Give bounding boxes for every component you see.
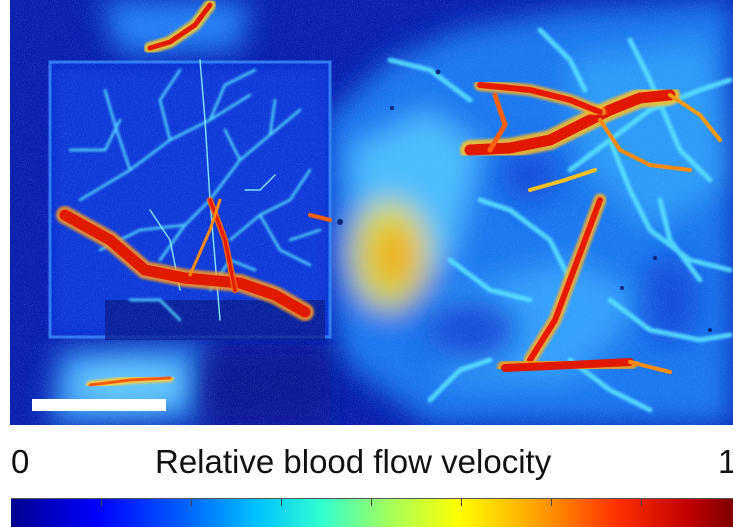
colorbar-min-label: 0 [11, 443, 30, 480]
colorbar-tick [641, 499, 642, 506]
colorbar-tick [281, 499, 282, 506]
colorbar-tick [461, 499, 462, 506]
colorbar-title: Relative blood flow velocity [155, 443, 552, 480]
colorbar-max-label: 1 [718, 443, 733, 480]
colorbar-tick [551, 499, 552, 506]
scale-bar [32, 399, 166, 411]
colorbar-tick [191, 499, 192, 506]
colorbar [11, 498, 733, 527]
colorbar-tick [101, 499, 102, 506]
colorbar-tick [371, 499, 372, 506]
blood-flow-velocity-map [10, 0, 733, 425]
